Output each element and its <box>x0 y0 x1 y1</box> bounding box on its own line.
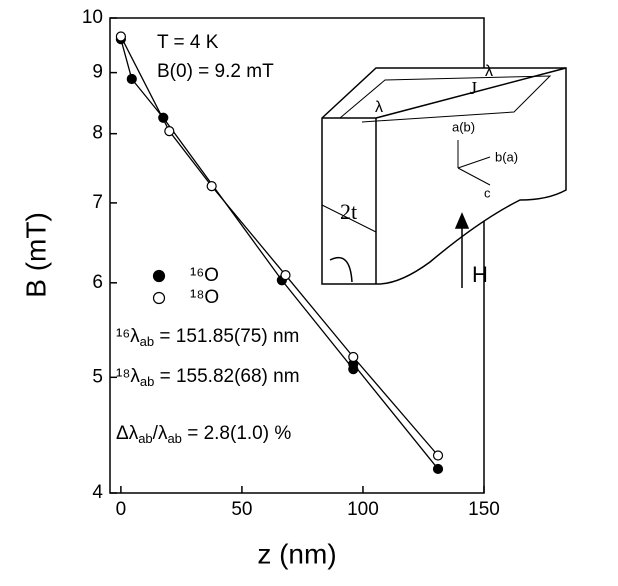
inset-label: λ <box>485 63 493 80</box>
text-part: = 2.8(1.0) % <box>182 423 291 444</box>
legend-marker <box>154 271 165 282</box>
inset-label: H <box>472 262 488 287</box>
inset-label: c <box>484 185 491 200</box>
legend-label: ¹⁶O <box>190 265 219 286</box>
inset-label: b(a) <box>495 149 518 164</box>
y-axis-label: B (mT) <box>20 212 51 298</box>
y-tick-label: 4 <box>92 482 103 503</box>
text-part: /λ <box>153 423 168 444</box>
data-point <box>159 113 168 122</box>
chart: 0 50 100 150 4 5 6 7 8 9 10 z (nm) B (mT) ¹⁶O¹⁸O T = 4… <box>0 0 618 581</box>
x-tick-label: 150 <box>468 499 500 520</box>
data-point <box>207 182 216 191</box>
data-point <box>165 127 174 136</box>
annotation: B(0) = 9.2 mT <box>157 61 274 82</box>
x-axis-label: z (nm) <box>257 538 336 569</box>
subscript: ab <box>138 431 152 446</box>
inset-label: 2t <box>340 199 357 224</box>
x-tick-label: 50 <box>231 499 252 520</box>
subscript: ab <box>140 374 154 389</box>
y-tick-label: 8 <box>92 123 103 144</box>
result-annotation: ¹⁸λab = 155.82(68) nm <box>116 366 300 389</box>
y-tick-label: 5 <box>92 366 103 387</box>
legend-marker <box>154 293 165 304</box>
inset-label: λ <box>375 99 383 116</box>
y-tick-label: 10 <box>82 7 103 28</box>
annotation: T = 4 K <box>157 32 219 53</box>
subscript: ab <box>167 431 181 446</box>
inset-label: J <box>470 78 477 98</box>
text-part: Δλ <box>116 423 139 444</box>
data-point <box>434 451 443 460</box>
x-tick-label: 100 <box>347 499 379 520</box>
y-tick-label: 6 <box>92 272 103 293</box>
y-tick-label: 7 <box>92 192 103 213</box>
data-point <box>349 352 358 361</box>
data-point <box>434 464 443 473</box>
text-part: ¹⁸λ <box>116 366 140 387</box>
legend-label: ¹⁸O <box>190 287 219 308</box>
text-part: = 151.85(75) nm <box>154 326 299 347</box>
inset-label: a(b) <box>452 119 475 134</box>
text-part: = 155.82(68) nm <box>154 366 299 387</box>
x-tick-label: 0 <box>116 499 127 520</box>
result-annotation: ¹⁶λab = 151.85(75) nm <box>116 326 299 349</box>
text-part: ¹⁶λ <box>116 326 140 347</box>
inset-sample <box>322 68 566 288</box>
data-point <box>281 271 290 280</box>
subscript: ab <box>140 334 154 349</box>
data-point <box>127 74 136 83</box>
result-annotation: Δλab/λab = 2.8(1.0) % <box>116 423 291 446</box>
data-point <box>116 32 125 41</box>
y-tick-label: 9 <box>92 62 103 83</box>
